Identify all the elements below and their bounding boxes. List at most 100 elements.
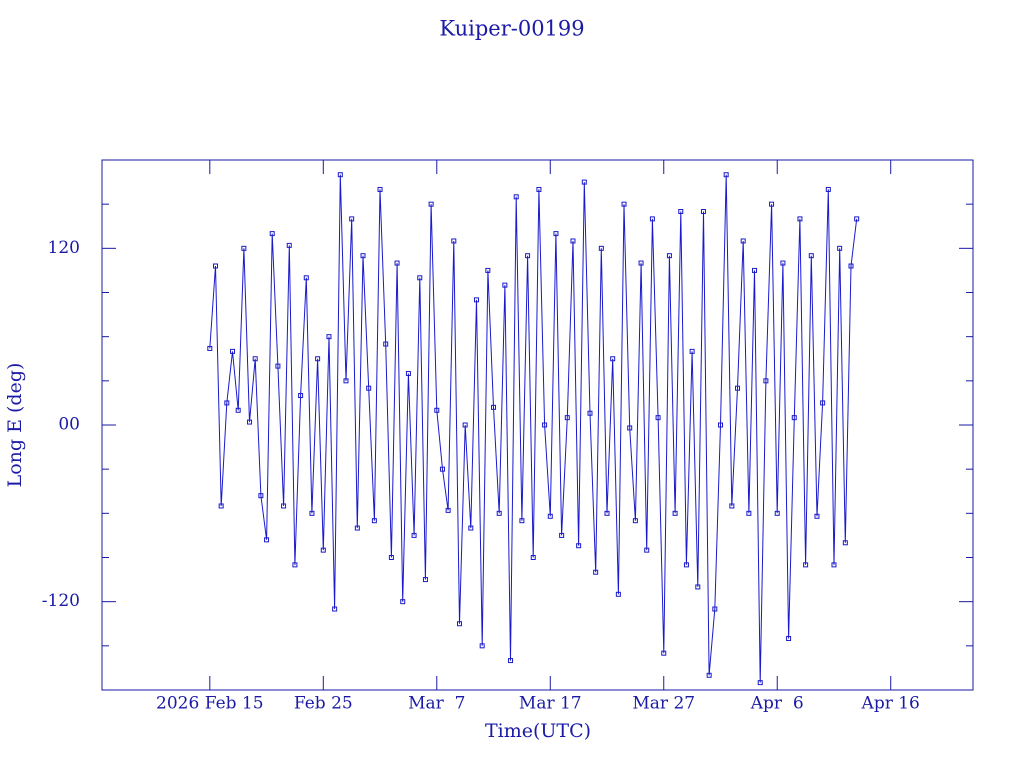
data-point (405, 370, 411, 376)
data-point (723, 172, 729, 178)
data-point (610, 356, 616, 362)
data-point (354, 525, 360, 531)
data-point (462, 422, 468, 428)
data-point (644, 547, 650, 553)
data-point (269, 231, 275, 237)
data-point (570, 238, 576, 244)
data-point (695, 584, 701, 590)
data-point (655, 415, 661, 421)
data-point (468, 525, 474, 531)
data-point (491, 404, 497, 410)
data-point (400, 599, 406, 605)
data-point (252, 356, 258, 362)
data-point (508, 658, 514, 664)
data-point (638, 260, 644, 266)
y-tick-label: 00 (58, 415, 80, 435)
data-point (666, 253, 672, 259)
data-point (842, 540, 848, 546)
data-point (678, 209, 684, 215)
data-point (706, 672, 712, 678)
x-tick-label: Feb 25 (294, 694, 353, 714)
data-point (547, 513, 553, 519)
data-point (808, 253, 814, 259)
data-point (275, 363, 281, 369)
data-point (371, 518, 377, 524)
data-point (621, 201, 627, 207)
x-tick-label: 2026 Feb 15 (156, 694, 264, 714)
data-point (791, 415, 797, 421)
data-point (377, 186, 383, 192)
data-point (485, 267, 491, 273)
y-tick-label: -120 (42, 591, 80, 611)
data-point (224, 400, 230, 406)
data-point (831, 562, 837, 568)
data-point (746, 510, 752, 516)
data-point (383, 341, 389, 347)
chart-title: Kuiper-00199 (439, 17, 584, 41)
data-point (530, 555, 536, 560)
data-point (320, 547, 326, 553)
data-point (735, 385, 741, 391)
data-point (553, 231, 559, 237)
data-point (207, 345, 213, 351)
data-point (581, 179, 587, 185)
x-tick-label: Apr 16 (861, 694, 920, 714)
data-point (411, 532, 417, 538)
data-line (209, 174, 858, 683)
data-point (587, 410, 593, 416)
x-axis-label: Time(UTC) (485, 720, 591, 742)
data-point (700, 209, 706, 215)
data-point (502, 282, 508, 288)
data-point (292, 562, 298, 568)
data-point (774, 510, 780, 516)
data-point (769, 201, 775, 207)
data-point (496, 510, 502, 516)
data-point (281, 503, 287, 509)
data-point (683, 562, 689, 568)
data-point (434, 407, 440, 413)
data-point (820, 400, 826, 406)
data-point (303, 275, 309, 281)
data-point (825, 186, 831, 192)
data-point (360, 253, 366, 259)
x-tick-label: Mar 17 (519, 694, 582, 714)
data-point (428, 201, 434, 207)
data-point (264, 537, 270, 543)
data-point (854, 216, 860, 222)
data-point (258, 493, 264, 499)
data-point (559, 532, 565, 538)
data-point (848, 263, 854, 269)
data-point (576, 543, 582, 549)
x-tick-label: Apr 6 (750, 694, 804, 714)
data-point (212, 263, 218, 269)
data-point (366, 385, 372, 391)
data-point (337, 172, 343, 178)
data-point (536, 186, 542, 192)
data-point (649, 216, 655, 222)
data-point (632, 518, 638, 524)
data-point (689, 348, 695, 354)
data-point (564, 415, 570, 421)
data-point (474, 297, 480, 303)
data-point (422, 577, 428, 583)
data-point (740, 238, 746, 244)
data-point (326, 334, 332, 340)
data-point (803, 562, 809, 568)
data-point (757, 680, 763, 686)
data-point (309, 510, 315, 516)
data-point (752, 267, 758, 273)
data-point (661, 650, 667, 656)
y-axis-label: Long E (deg) (4, 363, 26, 488)
data-point (542, 422, 548, 428)
data-point (837, 245, 843, 251)
data-point (479, 643, 485, 649)
y-tick-label: 120 (48, 238, 80, 258)
data-point (729, 503, 735, 509)
data-point (717, 422, 723, 428)
data-point (814, 513, 820, 519)
plot-area (207, 172, 860, 686)
data-point (388, 555, 394, 560)
data-point (394, 260, 400, 266)
data-point (525, 253, 531, 259)
